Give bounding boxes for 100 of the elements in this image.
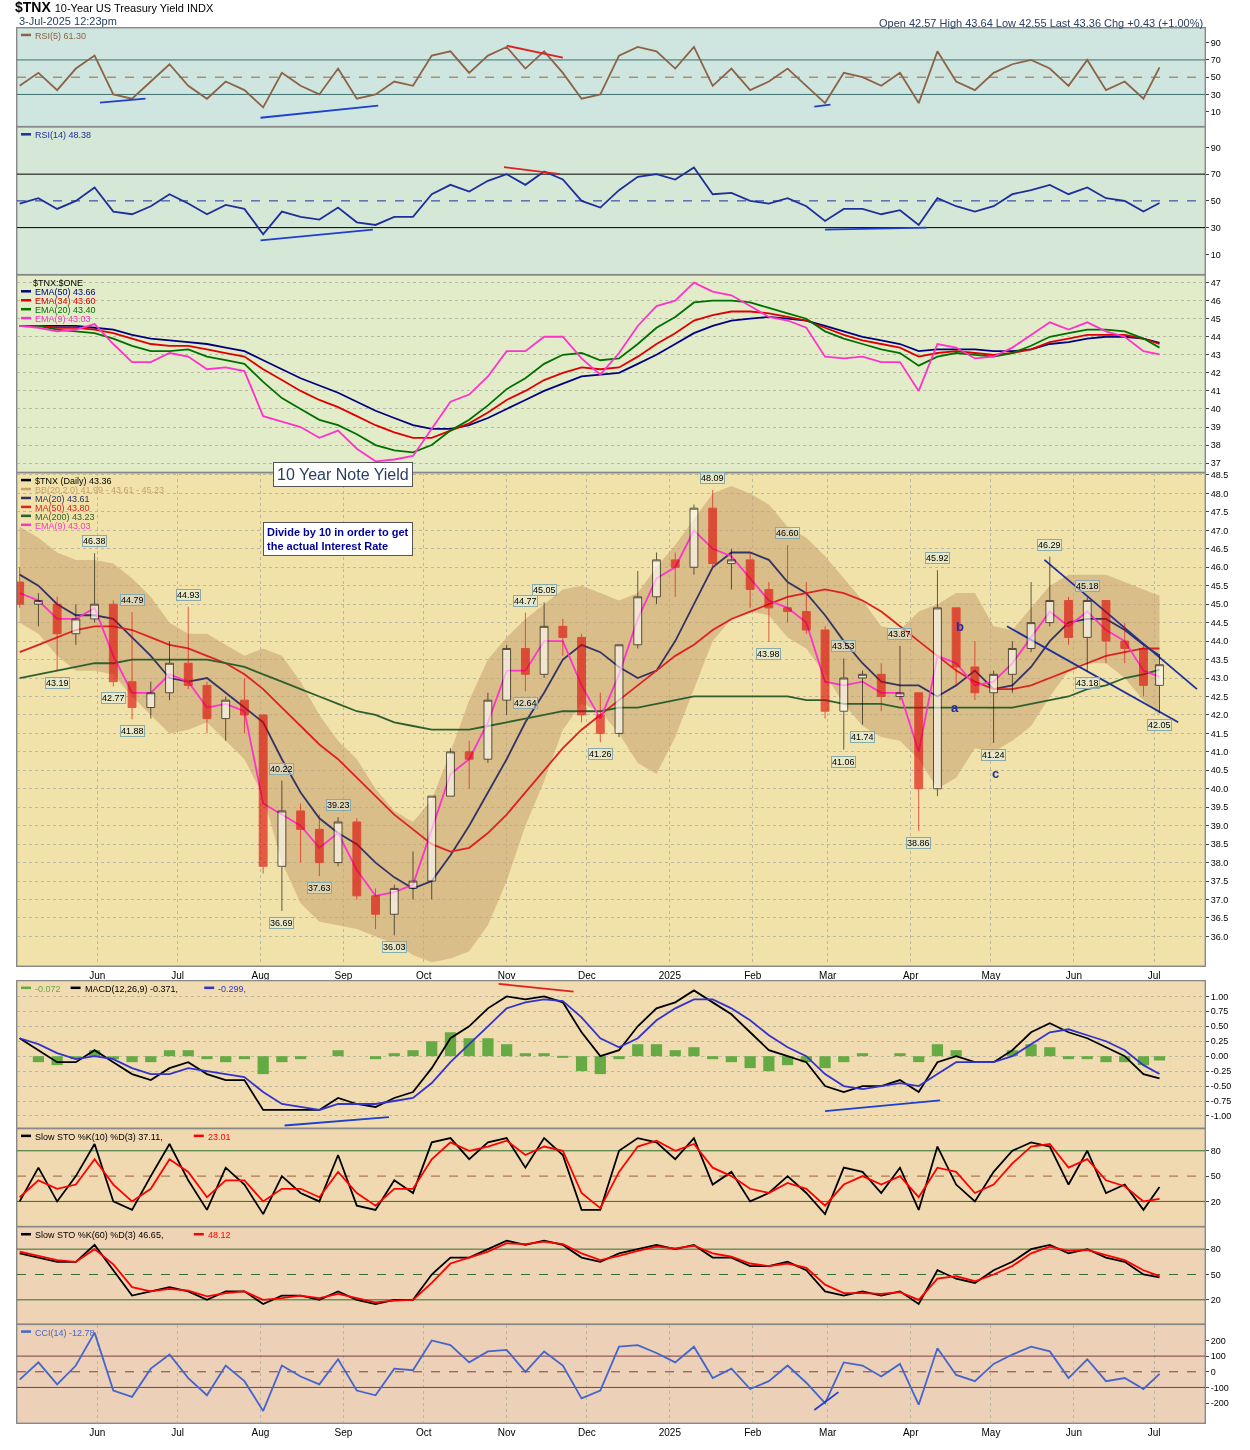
y-tick-label: -0.25 [1210,1066,1232,1077]
x-tick-label: Apr [902,969,920,981]
bar [126,1056,138,1063]
annotation: 41.26 [589,749,612,759]
annotation: 43.53 [832,641,855,651]
y-tick-label: 47.0 [1210,525,1229,536]
annotation: 46.29 [1038,540,1061,550]
y-tick-label: 70 [1210,55,1221,66]
candlestick [183,606,193,690]
annotation: 48.09 [701,473,724,483]
bar [557,1055,569,1058]
candlestick [708,489,718,568]
bar [950,1050,962,1057]
bar [650,1044,663,1057]
y-tick-label: 38.0 [1210,857,1229,868]
candlestick [539,601,549,679]
y-tick-label: 46.0 [1210,562,1229,573]
candlestick [895,645,905,701]
x-tick-label: Sep [334,969,353,981]
x-tick-label: Jul [1147,969,1161,981]
y-tick-label: 40.5 [1210,765,1229,776]
bar [1025,1044,1037,1057]
candlestick [914,692,924,832]
legend-label: MA(50) 43.80 [35,503,90,513]
bar [1081,1056,1093,1060]
candlestick [783,544,793,624]
annotation: 41.88 [121,726,144,736]
bar [145,1056,157,1063]
bar [632,1044,644,1057]
y-tick-label: 0.50 [1210,1021,1229,1032]
x-tick-label: Feb [744,1427,762,1438]
candlestick [745,552,755,609]
bar [388,1053,400,1057]
bar [763,1056,775,1072]
y-tick-label: 36.5 [1210,913,1229,924]
bar [407,1050,419,1057]
candlestick [502,644,512,716]
y-tick-label: -200 [1210,1398,1229,1409]
legend-label: BB(20,2.0) 41.99 - 43.61 - 45.23 [35,485,165,495]
candlestick [820,625,830,720]
annotation: Divide by 10 in order to get the actual Interest Rate [267,526,409,553]
annotation: 45.18 [1076,581,1099,591]
y-tick-label: 50 [1210,1269,1221,1280]
annotation: 43.18 [1076,678,1099,688]
annotation: 43.19 [46,678,69,688]
chart-title: $TNX [15,0,52,15]
candlestick [989,670,999,744]
line-series [18,1331,1161,1412]
y-tick-label: 45.0 [1210,599,1229,610]
y-tick-label: 40.0 [1210,783,1229,794]
candlestick [446,747,455,797]
y-tick-label: 43.5 [1210,654,1229,665]
y-tick-label: 0 [1210,1366,1216,1377]
x-tick-label: Jun [89,969,106,981]
annotation: 41.74 [851,732,874,742]
line-series [18,46,1161,109]
bar [369,1056,382,1060]
bar [856,1053,869,1057]
y-tick-label: 0.75 [1210,1006,1229,1017]
text: 3-Jul-2025 12:23pm [19,15,117,27]
y-tick-label: 42.5 [1210,691,1229,702]
annotation: 39.23 [327,800,350,810]
bar [1153,1056,1166,1061]
candlestick [652,552,661,605]
annotation: 36.69 [270,918,293,928]
y-tick-label: 42 [1210,368,1221,379]
x-tick-label: Sep [334,1427,353,1438]
y-tick-label: 10 [1210,249,1221,260]
y-tick-label: 90 [1210,142,1221,153]
bar [894,1053,906,1057]
x-tick-label: Nov [497,969,516,981]
candlestick [146,681,156,720]
bar [931,1044,944,1057]
legend-label: Slow STO %K(10) %D(3) 37.11, [35,1132,163,1142]
candlestick [240,677,249,734]
legend-label: EMA(9) 43.03 [35,314,91,324]
candlestick [1064,596,1073,646]
y-tick-label: 40 [1210,404,1221,415]
candlestick [52,596,62,672]
legend-label: $TNX (Daily) 43.36 [35,476,112,486]
y-tick-label: 50 [1210,72,1221,83]
bar [1062,1056,1075,1060]
y-tick-label: 36.0 [1210,931,1229,942]
y-tick-label: 46 [1210,295,1221,306]
annotation: 10 Year Note Yield [277,466,409,483]
y-tick-label: 43.0 [1210,673,1229,684]
candlestick [670,552,680,598]
candlestick [801,581,811,635]
candlestick [1007,640,1017,694]
annotation: 41.06 [832,757,855,767]
candlestick [352,817,362,900]
bar [501,1044,513,1057]
y-tick-label: 45 [1210,313,1221,324]
legend-label: EMA(50) 43.66 [35,287,96,297]
y-tick-label: -0.50 [1210,1081,1232,1092]
candlestick [408,851,418,900]
annotation: 43.98 [757,649,780,659]
candlestick [1045,556,1055,627]
bar [519,1053,531,1057]
bar [201,1056,213,1060]
